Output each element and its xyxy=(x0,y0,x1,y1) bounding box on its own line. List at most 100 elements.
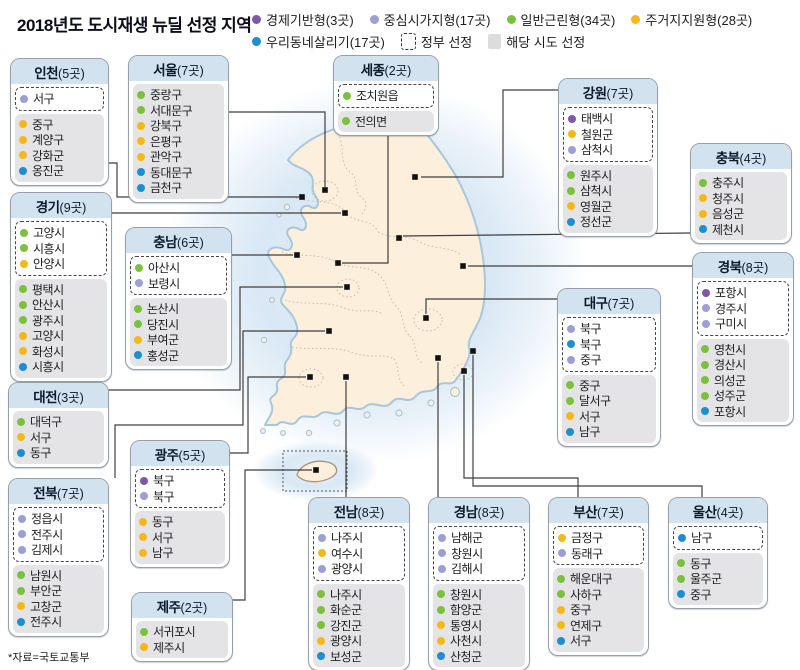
district-label: 여수시 xyxy=(331,546,363,561)
district-label: 서구 xyxy=(152,530,174,545)
region-count: (3곳) xyxy=(57,391,84,405)
region-title: 강원(7곳) xyxy=(559,79,657,104)
list-item: 당진시 xyxy=(134,317,223,333)
list-item: 철원군 xyxy=(568,127,648,143)
region-count: (7곳) xyxy=(607,297,635,311)
category-dot-icon xyxy=(343,91,351,100)
district-label: 원주시 xyxy=(580,168,612,183)
category-dot-icon xyxy=(438,549,446,558)
category-dot-icon xyxy=(19,120,27,129)
district-label: 시흥시 xyxy=(32,360,64,375)
list-item: 금정구 xyxy=(558,530,639,546)
list-item: 청주시 xyxy=(699,191,783,207)
category-dot-icon xyxy=(557,574,565,583)
local-selection-group: 동구 서구 남구 xyxy=(135,511,225,564)
mainland-outline xyxy=(264,124,487,426)
category-dot-icon xyxy=(701,360,709,369)
local-selection-group: 중구 계양구 강화군 옹진군 xyxy=(15,113,104,182)
list-item: 강북구 xyxy=(137,118,220,134)
category-dot-icon xyxy=(567,202,575,211)
local-selection-group: 평택시 안산시 광주시 고양시 화성시 시흥시 xyxy=(15,278,107,378)
list-item: 제주시 xyxy=(140,640,224,656)
list-item: 창원시 xyxy=(437,587,521,603)
list-item: 안양시 xyxy=(20,256,102,272)
government-selection-group: 포항시 경주시 구미시 xyxy=(697,281,789,336)
district-label: 부안군 xyxy=(30,584,62,599)
district-label: 서대문구 xyxy=(150,103,193,118)
district-label: 북구 xyxy=(153,489,175,504)
leader-line-seoul xyxy=(227,111,326,187)
local-selection-group: 해운대구 사하구 중구 연제구 서구 xyxy=(553,568,644,652)
category-dot-icon xyxy=(699,209,707,218)
district-label: 북구 xyxy=(153,474,175,489)
list-item: 부안군 xyxy=(17,583,100,599)
city-marker-jeonbuk xyxy=(326,328,332,334)
category-dot-icon xyxy=(566,396,574,405)
category-dot-icon xyxy=(568,145,576,154)
category-dot-icon xyxy=(139,548,147,557)
district-label: 삼척시 xyxy=(581,143,613,158)
category-dot-icon xyxy=(252,14,261,24)
category-dot-icon xyxy=(506,14,516,24)
region-count: (5곳) xyxy=(178,449,206,463)
list-item: 홍성군 xyxy=(134,348,223,364)
government-selection-group: 조치원읍 xyxy=(338,84,434,108)
district-label: 북구 xyxy=(580,322,602,337)
list-item: 음성군 xyxy=(699,206,783,222)
category-dot-icon xyxy=(567,340,575,349)
islands xyxy=(260,203,461,437)
district-label: 구미시 xyxy=(715,317,747,332)
page-title: 2018년도 도시재생 뉴딜 선정 지역 xyxy=(17,16,252,35)
category-dot-icon xyxy=(317,590,325,599)
list-item: 북구 xyxy=(567,321,651,337)
district-label: 금정구 xyxy=(571,531,603,546)
region-title: 전북(7곳) xyxy=(9,479,108,504)
district-label: 남해군 xyxy=(451,531,483,546)
region-name: 부산 xyxy=(573,505,598,520)
district-label: 철원군 xyxy=(581,127,613,142)
district-label: 청주시 xyxy=(712,191,744,206)
government-selection-group: 서구 xyxy=(15,87,104,111)
category-dot-icon xyxy=(137,106,145,115)
region-title: 광주(5곳) xyxy=(131,441,229,466)
list-item: 서구 xyxy=(139,530,221,546)
region-title: 부산(7곳) xyxy=(549,498,648,523)
list-item: 북구 xyxy=(140,473,220,489)
district-label: 영월군 xyxy=(580,199,612,214)
district-label: 남구 xyxy=(691,531,713,546)
region-count: (8곳) xyxy=(357,506,385,520)
list-item: 강진군 xyxy=(317,618,401,634)
category-dot-icon xyxy=(19,362,27,371)
region-name: 대전 xyxy=(33,390,58,405)
region-box-seoul: 서울(7곳) 중랑구 서대문구 강북구 은평구 관악구 동대문구 금천구 xyxy=(128,55,229,203)
district-label: 창원시 xyxy=(451,546,483,561)
region-name: 대구 xyxy=(583,296,608,311)
district-label: 고양시 xyxy=(33,226,65,241)
legend-item-general: 일반근린형(34곳) xyxy=(506,10,616,29)
district-label: 당진시 xyxy=(147,317,179,332)
category-dot-icon xyxy=(566,427,574,436)
list-item: 남원시 xyxy=(17,568,100,584)
category-dot-icon xyxy=(252,36,261,46)
region-box-sejong: 세종(2곳) 조치원읍 전의면 xyxy=(333,55,439,136)
district-label: 안양시 xyxy=(33,257,65,272)
district-label: 함양군 xyxy=(450,603,482,618)
district-label: 울주군 xyxy=(690,572,722,587)
category-dot-icon xyxy=(701,407,709,416)
district-label: 금천구 xyxy=(150,181,182,196)
category-dot-icon xyxy=(568,114,576,123)
district-label: 달서구 xyxy=(579,394,611,409)
district-label: 정읍시 xyxy=(31,512,63,527)
category-dot-icon xyxy=(437,590,445,599)
category-dot-icon xyxy=(140,643,148,652)
district-label: 김제시 xyxy=(31,543,63,558)
list-item: 서구 xyxy=(17,430,100,446)
category-dot-icon xyxy=(566,381,574,390)
list-item: 강화군 xyxy=(19,148,100,164)
category-dot-icon xyxy=(438,533,446,542)
legend-label: 일반근린형(34곳) xyxy=(520,12,616,28)
list-item: 안산시 xyxy=(19,297,103,313)
government-selection-group: 남해군 창원시 김해시 xyxy=(433,526,525,581)
government-selection-group: 금정구 동래구 xyxy=(553,526,644,565)
region-name: 경남 xyxy=(453,505,478,520)
